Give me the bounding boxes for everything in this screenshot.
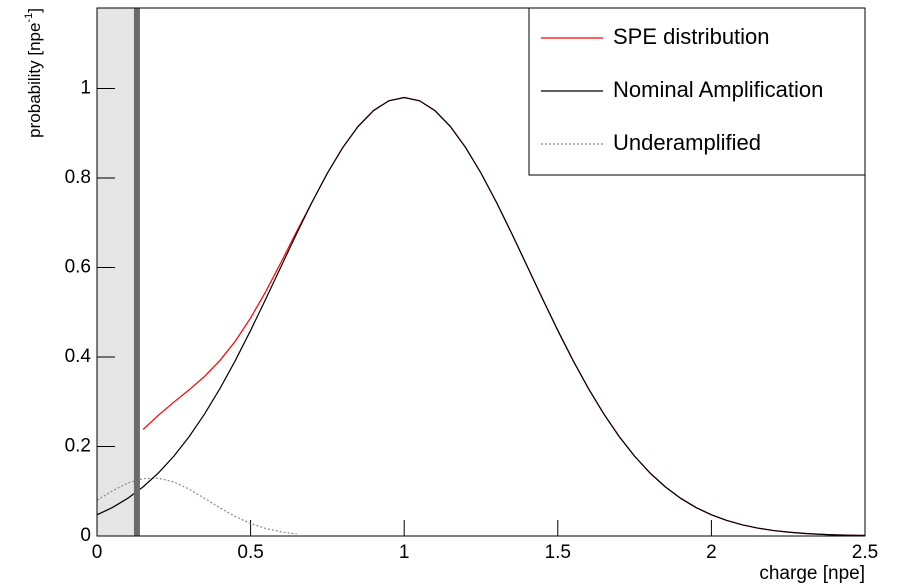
- x-tick-label: 2: [706, 542, 717, 563]
- series-line: [96, 477, 297, 535]
- y-axis-label-sup: -1: [23, 13, 35, 23]
- y-axis-label: probability [npe-1]: [23, 8, 45, 138]
- y-tick-label: 0.8: [65, 167, 91, 188]
- x-tick-label: 1: [399, 542, 410, 563]
- y-tick-label: 0.2: [65, 436, 91, 457]
- y-axis-label-text: probability [npe: [25, 23, 44, 138]
- legend-label: Nominal Amplification: [613, 77, 823, 102]
- y-tick-label: 0.6: [65, 257, 91, 278]
- cut-region: [97, 8, 137, 536]
- x-tick-label: 0.5: [237, 542, 263, 563]
- plot-frame: [96, 7, 866, 537]
- y-tick-label: 0.4: [65, 346, 92, 367]
- x-axis-label: charge [npe]: [759, 563, 865, 584]
- x-tick-label: 2.5: [852, 542, 878, 563]
- legend-label: SPE distribution: [613, 24, 770, 49]
- y-tick-label: 0: [80, 525, 91, 546]
- x-tick-label: 0: [92, 542, 103, 563]
- series-line: [96, 96, 866, 537]
- x-tick-label: 1.5: [545, 542, 571, 563]
- legend-label: Underamplified: [613, 130, 761, 155]
- y-tick-label: 1: [80, 78, 91, 99]
- y-axis-label-close: ]: [25, 8, 44, 13]
